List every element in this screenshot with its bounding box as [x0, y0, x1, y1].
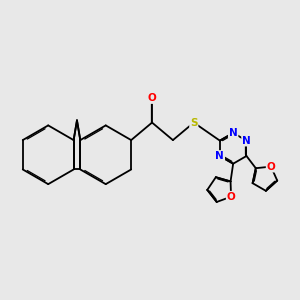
Text: N: N — [215, 151, 224, 161]
Text: N: N — [229, 128, 238, 138]
Text: O: O — [148, 93, 156, 103]
Text: O: O — [227, 192, 236, 202]
Text: O: O — [267, 162, 275, 172]
Text: N: N — [242, 136, 251, 146]
Text: S: S — [190, 118, 197, 128]
